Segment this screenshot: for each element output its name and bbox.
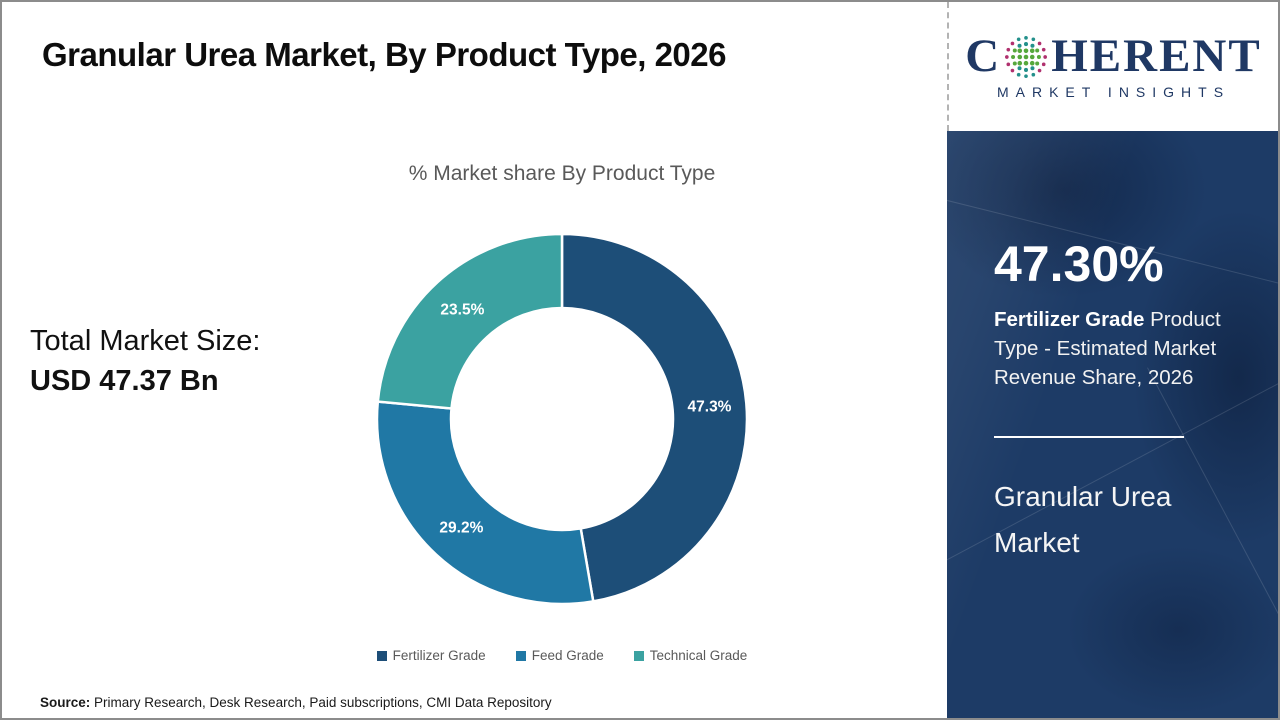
globe-dot: [1037, 41, 1042, 45]
globe-dot: [1006, 47, 1011, 51]
source-text: Primary Research, Desk Research, Paid su…: [90, 695, 552, 710]
globe-dot: [1017, 47, 1023, 53]
globe-dot: [1013, 48, 1018, 53]
globe-dot: [1031, 72, 1036, 77]
globe-dot: [1023, 60, 1029, 66]
globe-dot: [1006, 62, 1011, 66]
globe-dot: [1030, 60, 1035, 66]
globe-dot: [1030, 54, 1035, 59]
globe-dot: [1037, 68, 1042, 72]
brand-wordmark: C HERENT: [965, 33, 1261, 80]
brand-letter-c: C: [965, 30, 1002, 82]
highlight-stat-category: Fertilizer Grade: [994, 308, 1145, 331]
globe-dot: [1024, 41, 1029, 46]
globe-dot: [1024, 35, 1029, 40]
globe-dot: [1037, 54, 1042, 59]
chart-title: % Market share By Product Type: [408, 162, 716, 185]
total-market-size-label: Total Market Size:: [30, 325, 261, 357]
globe-icon: [1005, 35, 1048, 78]
legend-label: Fertilizer Grade: [392, 648, 486, 663]
globe-dot: [1024, 73, 1029, 78]
slice-label: 47.3%: [688, 399, 732, 416]
highlight-panel: 47.30% Fertilizer Grade Product Type - E…: [947, 131, 1278, 718]
legend-swatch: [633, 650, 644, 661]
globe-dot: [1030, 43, 1035, 48]
legend-label: Technical Grade: [649, 648, 748, 663]
legend-swatch: [376, 650, 387, 661]
brand-tagline: MARKET INSIGHTS: [996, 84, 1231, 100]
globe-dot: [1024, 67, 1029, 72]
brand-logo: C HERENT MARKET INSIGHTS: [947, 2, 1278, 131]
donut-chart: 47.3% 29.2% 23.5%: [332, 199, 792, 639]
page-title: Granular Urea Market, By Product Type, 2…: [42, 36, 727, 73]
globe-dot: [1030, 47, 1035, 53]
highlight-content: 47.30% Fertilizer Grade Product Type - E…: [994, 131, 1244, 566]
brand-letters-rest: HERENT: [1051, 30, 1262, 82]
globe-dot: [1013, 60, 1018, 65]
globe-dot: [1005, 54, 1009, 59]
legend-swatch: [515, 650, 526, 661]
legend-item-feed-grade: Feed Grade: [515, 648, 604, 663]
donut-chart-svg: 47.3% 29.2% 23.5%: [375, 232, 749, 606]
panel-divider: [994, 436, 1184, 438]
globe-dot: [1035, 48, 1040, 53]
donut-slice-technical-grade: [376, 232, 564, 410]
globe-dot: [1017, 60, 1023, 66]
panel-title: Granular Urea Market: [994, 481, 1172, 558]
total-market-size-value: USD 47.37 Bn: [30, 365, 219, 397]
globe-dot: [1017, 54, 1023, 59]
source-note: Source: Primary Research, Desk Research,…: [40, 695, 552, 710]
highlight-stat-text: Product Type - Estimated Market Revenue …: [994, 308, 1221, 389]
globe-dot: [1011, 54, 1016, 59]
globe-dot: [1030, 65, 1035, 70]
globe-dot: [1023, 54, 1029, 59]
globe-dot: [1017, 65, 1022, 70]
slice-label: 23.5%: [440, 302, 484, 319]
highlight-stat-description: Fertilizer Grade Product Type - Estimate…: [994, 305, 1240, 392]
legend-item-technical-grade: Technical Grade: [633, 648, 748, 663]
chart-legend: Fertilizer Grade Feed Grade Technical Grad…: [302, 648, 822, 663]
globe-dot: [1010, 41, 1015, 45]
globe-dot: [1023, 47, 1029, 53]
globe-dot: [1042, 62, 1046, 66]
globe-dot: [1017, 36, 1021, 41]
slice-label: 29.2%: [439, 520, 483, 537]
globe-dot: [1035, 60, 1040, 65]
total-market-size-block: Total Market Size: USD 47.37 Bn: [30, 325, 260, 398]
globe-dot: [1017, 43, 1022, 48]
donut-slice-fertilizer-grade: [560, 232, 749, 603]
globe-dot: [1031, 36, 1036, 41]
globe-dot: [1042, 47, 1046, 51]
globe-dot: [1017, 72, 1021, 77]
legend-item-fertilizer-grade: Fertilizer Grade: [376, 648, 486, 663]
globe-dot: [1043, 54, 1048, 59]
globe-dot: [1010, 68, 1015, 72]
highlight-stat-value: 47.30%: [994, 236, 1164, 292]
donut-slice-feed-grade: [375, 400, 595, 606]
source-label: Source:: [40, 695, 91, 710]
legend-label: Feed Grade: [531, 648, 604, 663]
